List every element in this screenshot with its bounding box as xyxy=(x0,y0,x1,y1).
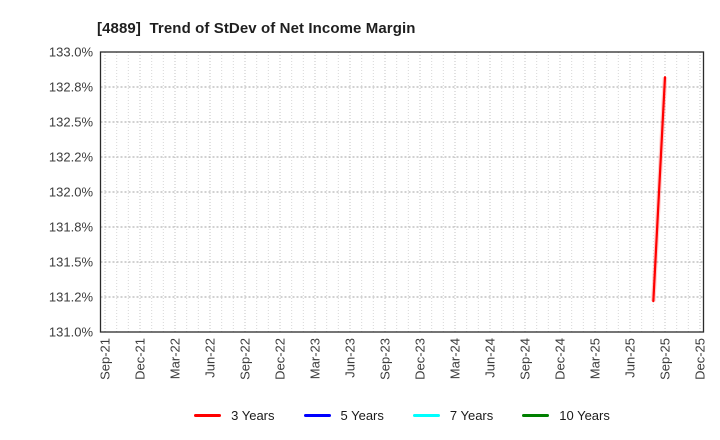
x-tick-label: Sep-22 xyxy=(238,338,253,380)
chart-canvas: 131.0% 131.2% 131.5% 131.8% 132.0% 132.2% 132.… xyxy=(49,45,708,380)
x-tick-label: Sep-21 xyxy=(98,338,113,380)
legend-label-7-years: 7 Years xyxy=(449,407,494,423)
chart-title: [4889] Trend of StDev of Net Income Marg… xyxy=(97,20,416,37)
series-line-3-years xyxy=(652,76,667,303)
y-tick-label: 133.0% xyxy=(49,45,94,60)
y-axis-tick-labels: 131.0% 131.2% 131.5% 131.8% 132.0% 132.2% 132.… xyxy=(49,45,94,340)
x-tick-label: Sep-25 xyxy=(658,338,673,380)
x-tick-label: Jun-22 xyxy=(203,338,218,378)
legend-label-3-years: 3 Years xyxy=(231,407,275,423)
legend-item-7-years: 7 Years xyxy=(412,407,494,423)
x-tick-label: Dec-24 xyxy=(553,338,568,380)
legend: 3 Years 5 Years 7 Years 10 Years xyxy=(100,403,704,427)
plot-border xyxy=(99,51,705,333)
x-tick-label: Mar-25 xyxy=(588,338,603,379)
legend-label-5-years: 5 Years xyxy=(340,407,384,423)
legend-item-5-years: 5 Years xyxy=(303,407,384,423)
y-tick-label: 132.2% xyxy=(49,150,94,165)
legend-label-10-years: 10 Years xyxy=(559,407,610,423)
y-tick-label: 131.2% xyxy=(49,290,94,305)
y-tick-label: 131.8% xyxy=(49,220,94,235)
legend-swatch-7-years-icon xyxy=(412,413,440,417)
y-tick-label: 132.8% xyxy=(49,80,94,95)
x-tick-label: Jun-23 xyxy=(343,338,358,378)
legend-swatch-3-years-icon xyxy=(194,413,222,417)
y-tick-label: 132.5% xyxy=(49,115,94,130)
legend-item-10-years: 10 Years xyxy=(522,409,610,422)
y-tick-label: 132.0% xyxy=(49,185,94,200)
x-tick-label: Dec-21 xyxy=(133,338,148,380)
legend-swatch-10-years-icon xyxy=(522,413,550,417)
x-tick-label: Mar-24 xyxy=(448,338,463,379)
y-tick-label: 131.0% xyxy=(49,325,94,340)
y-tick-label: 131.5% xyxy=(49,255,94,270)
x-axis-tick-labels: Sep-21 Dec-21 Mar-22 Jun-22 Sep-22 Dec-22 Mar-… xyxy=(98,338,708,380)
legend-item-3-years: 3 Years xyxy=(194,407,275,423)
x-tick-label: Jun-25 xyxy=(623,338,638,378)
x-tick-label: Mar-23 xyxy=(308,338,323,379)
x-tick-label: Jun-24 xyxy=(483,338,498,378)
x-tick-label: Mar-22 xyxy=(168,338,183,379)
x-tick-label: Sep-23 xyxy=(378,338,393,380)
x-tick-label: Sep-24 xyxy=(518,338,533,380)
horizontal-gridlines xyxy=(100,86,704,298)
legend-swatch-5-years-icon xyxy=(303,413,331,417)
x-tick-label: Dec-23 xyxy=(413,338,428,380)
x-tick-label: Dec-22 xyxy=(273,338,288,380)
x-tick-label: Dec-25 xyxy=(693,338,708,380)
